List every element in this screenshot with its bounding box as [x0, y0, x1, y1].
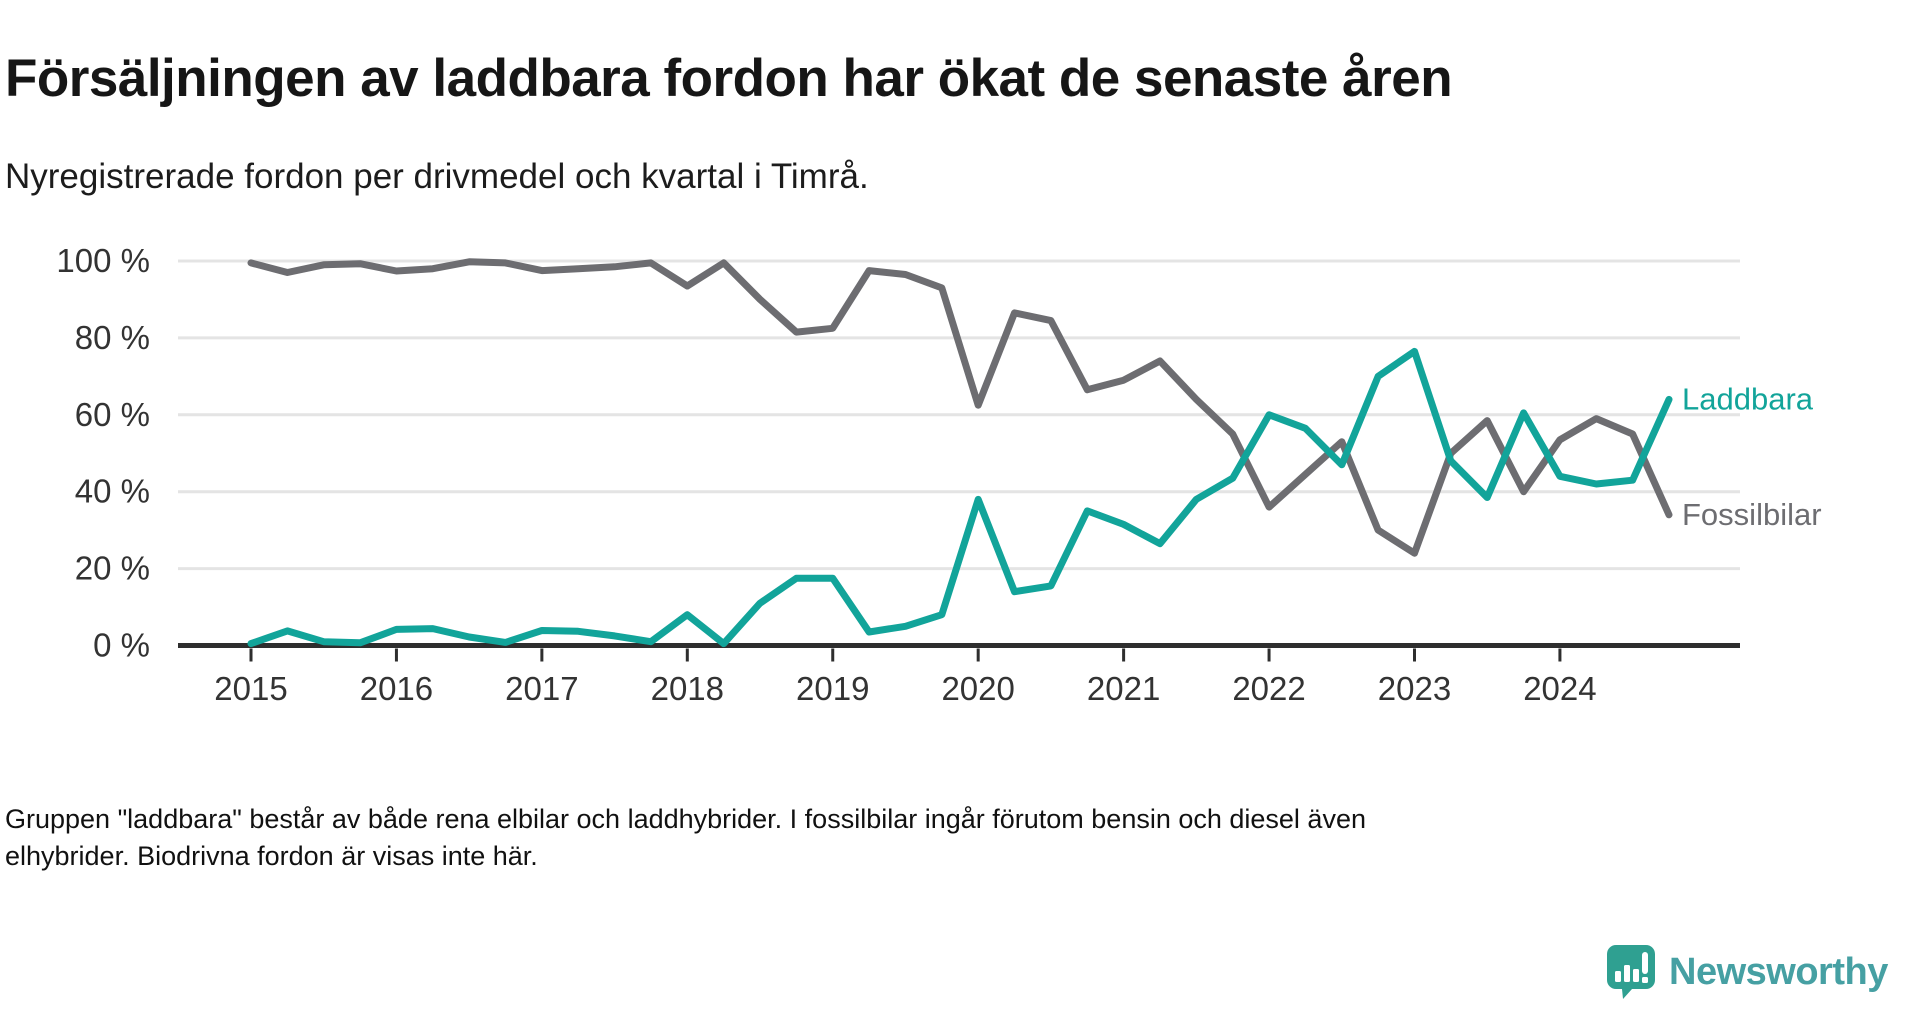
y-tick-label: 20 % [75, 550, 150, 587]
y-axis-labels: 0 % 20 % 40 % 60 % 80 % 100 % [56, 242, 150, 664]
fossilbilar-line [247, 258, 1673, 557]
laddbara-series-label: Laddbara [1682, 381, 1814, 416]
y-tick-label: 100 % [56, 242, 150, 279]
x-tick-label: 2016 [360, 670, 433, 707]
x-tick-label: 2024 [1523, 670, 1596, 707]
x-tick-label: 2019 [796, 670, 869, 707]
gridlines [178, 259, 1740, 571]
x-tick-label: 2022 [1232, 670, 1305, 707]
x-tick-label: 2023 [1378, 670, 1451, 707]
laddbara-line [247, 347, 1673, 648]
x-tick-label: 2018 [651, 670, 724, 707]
newsworthy-logo-text: Newsworthy [1669, 950, 1888, 993]
bar-chart-speech-bubble-icon [1607, 945, 1655, 999]
y-tick-label: 80 % [75, 319, 150, 356]
x-tick-label: 2020 [941, 670, 1014, 707]
x-axis-labels: 2015 2016 2017 2018 2019 2020 2021 2022 2023 2024 [214, 670, 1596, 707]
x-tick-label: 2017 [505, 670, 578, 707]
newsworthy-logo: Newsworthy [1606, 944, 1888, 1000]
footnote-line-1: Gruppen "laddbara" består av både rena e… [5, 804, 1366, 834]
line-chart: 0 %20 %40 %60 %80 %100 % 2015 2016 2017 201… [56, 242, 1822, 707]
footnote-line-2: elhybrider. Biodrivna fordon är visas in… [5, 841, 538, 871]
chart-subtitle: Nyregistrerade fordon per drivmedel och … [5, 157, 869, 196]
x-tick-label: 2021 [1087, 670, 1160, 707]
y-tick-label: 60 % [75, 396, 150, 433]
chart-footnote: Gruppen "laddbara" består av både rena e… [5, 801, 1535, 875]
y-tick-label: 0 % [93, 627, 150, 664]
y-tick-label: 40 % [75, 473, 150, 510]
x-axis [178, 643, 1740, 662]
x-tick-label: 2015 [214, 670, 287, 707]
fossilbilar-series-label: Fossilbilar [1682, 497, 1822, 532]
page-title: Försäljningen av laddbara fordon har öka… [5, 48, 1453, 108]
